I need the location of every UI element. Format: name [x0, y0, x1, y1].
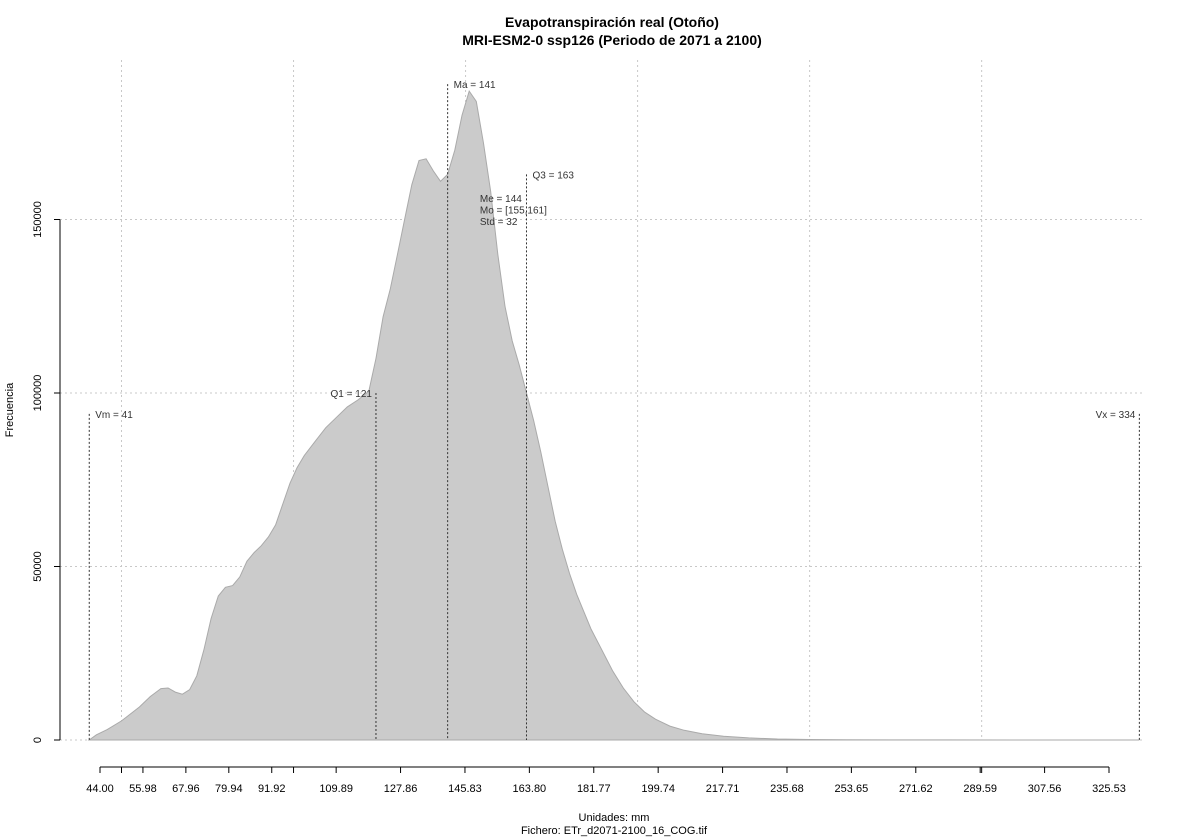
x-axis-label: Unidades: mm	[579, 812, 650, 824]
x-axis-file-label: Fichero: ETr_d2071-2100_16_COG.tif	[521, 825, 708, 837]
stat-mode: Mo = [155,161]	[480, 206, 547, 217]
chart-subtitle: MRI-ESM2-0 ssp126 (Periodo de 2071 a 210…	[462, 32, 762, 48]
x-tick-label: 217.71	[706, 783, 740, 795]
marker-label-q3: Q3 = 163	[532, 170, 574, 181]
x-tick-label: 325.53	[1092, 783, 1126, 795]
marker-label-vx: Vx = 334	[1096, 410, 1136, 421]
y-tick-label: 50000	[32, 551, 44, 582]
chart-title: Evapotranspiración real (Otoño)	[505, 14, 719, 30]
x-tick-label: 109.89	[319, 783, 353, 795]
axes	[59, 219, 1109, 768]
x-axis-ticks: 44.00 55.98 67.96 79.94 91.92 109.89 127.86 145…	[86, 767, 1126, 795]
y-axis-ticks: 0 50000 100000 150000	[32, 201, 60, 743]
x-tick-label: 271.62	[899, 783, 933, 795]
x-tick-label: 55.98	[129, 783, 157, 795]
x-tick-label: 163.80	[513, 783, 547, 795]
density-area-path	[87, 89, 1140, 741]
stat-std: Std = 32	[480, 217, 518, 228]
x-tick-label: 253.65	[835, 783, 869, 795]
y-axis-label: Frecuencia	[4, 382, 16, 437]
x-tick-label: 91.92	[258, 783, 286, 795]
marker-label-ma: Ma = 141	[454, 80, 496, 91]
statistic-markers: Vm = 41 Q1 = 121 Ma = 141 Q3 = 163 Vx = 334	[88, 80, 1140, 740]
x-tick-label: 67.96	[172, 783, 200, 795]
y-tick-label: 0	[32, 737, 44, 743]
x-tick-label: 235.68	[770, 783, 804, 795]
x-tick-label: 199.74	[641, 783, 675, 795]
y-tick-label: 150000	[32, 201, 44, 238]
x-tick-label: 181.77	[577, 783, 611, 795]
x-tick-label: 79.94	[215, 783, 243, 795]
marker-label-q1: Q1 = 121	[331, 389, 373, 400]
x-tick-label: 307.56	[1028, 783, 1062, 795]
density-area	[87, 89, 1140, 741]
x-tick-label: 44.00	[86, 783, 114, 795]
x-tick-label: 289.59	[963, 783, 997, 795]
y-tick-label: 100000	[32, 375, 44, 412]
marker-label-vm: Vm = 41	[95, 410, 133, 421]
x-tick-label: 127.86	[384, 783, 418, 795]
x-tick-label: 145.83	[448, 783, 482, 795]
stat-median: Me = 144	[480, 194, 522, 205]
